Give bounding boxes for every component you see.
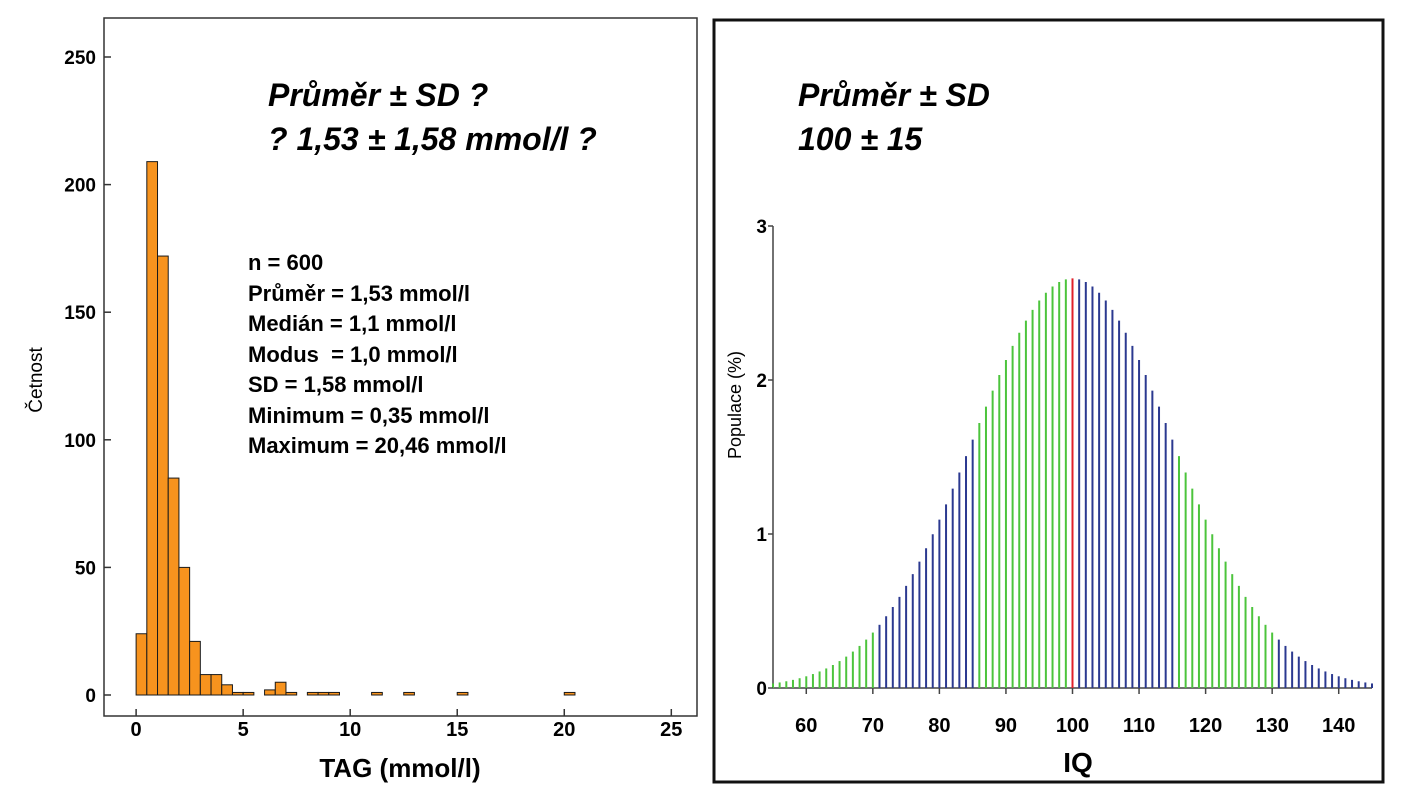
stat-sd: SD = 1,58 mmol/l	[248, 372, 424, 397]
hist-x-tick-label: 5	[238, 719, 249, 741]
iq-x-tick-label: 90	[995, 715, 1017, 737]
iq-y-tick-label: 2	[756, 371, 767, 392]
hist-bar	[403, 691, 415, 696]
hist-bar	[146, 161, 159, 696]
iq-y-tick-label: 3	[756, 217, 767, 238]
hist-bar	[189, 640, 201, 696]
hist-bar	[317, 691, 330, 696]
stat-mean: Průměr = 1,53 mmol/l	[248, 280, 470, 306]
hist-plot-frame	[103, 17, 698, 717]
hist-x-tick-label: 0	[131, 719, 142, 741]
hist-bar	[167, 477, 180, 696]
iq-x-tick-label: 130	[1255, 715, 1288, 737]
hist-bar	[285, 691, 298, 696]
hist-x-axis-label: TAG (mmol/l)	[319, 753, 480, 783]
iq-x-tick-label: 60	[795, 715, 817, 737]
iq-x-tick-label: 110	[1123, 715, 1155, 737]
hist-bar	[199, 674, 212, 696]
hist-bar	[563, 691, 576, 696]
hist-bar	[157, 255, 169, 696]
iq-x-axis-label: IQ	[1063, 747, 1093, 778]
hist-bar	[456, 691, 469, 696]
hist-bar	[328, 691, 340, 696]
iq-title-line2: 100 ± 15	[798, 121, 923, 157]
stat-max: Maximum = 20,46 mmol/l	[248, 433, 507, 458]
hist-bar	[221, 684, 233, 696]
hist-bar	[178, 566, 191, 696]
hist-bar	[264, 689, 276, 696]
hist-x-tick-label: 15	[446, 719, 468, 741]
iq-x-tick-label: 140	[1322, 715, 1355, 737]
hist-bar	[306, 691, 319, 696]
iq-x-tick-label: 120	[1189, 715, 1222, 737]
stat-mode: Modus = 1,0 mmol/l	[248, 341, 458, 367]
hist-stats-box: n = 600 Průměr = 1,53 mmol/l Medián = 1,…	[248, 248, 507, 462]
hist-bar	[242, 691, 255, 696]
hist-y-axis-label: Četnost	[25, 347, 47, 413]
hist-x-tick-label: 10	[339, 719, 361, 741]
iq-title-line1: Průměr ± SD	[798, 77, 990, 113]
iq-x-tick-label: 80	[928, 715, 950, 737]
stat-median: Medián = 1,1 mmol/l	[248, 311, 457, 336]
iq-y-tick-label: 1	[756, 525, 767, 546]
stat-n: n = 600	[248, 250, 324, 275]
hist-bar	[210, 674, 223, 696]
iq-panel-frame	[712, 18, 1385, 784]
hist-y-tick-label: 200	[64, 176, 96, 197]
hist-bar	[135, 633, 148, 696]
hist-bar	[274, 681, 287, 696]
iq-y-axis-label: Populace (%)	[725, 351, 745, 459]
hist-y-tick-label: 0	[85, 686, 96, 707]
iq-y-tick-label: 0	[756, 679, 767, 700]
hist-title-line2: ? 1,53 ± 1,58 mmol/l ?	[268, 121, 597, 157]
hist-x-tick-label: 20	[553, 719, 575, 741]
iq-x-tick-label: 70	[862, 715, 884, 737]
hist-title-line1: Průměr ± SD ?	[268, 77, 489, 113]
hist-x-tick-label: 25	[660, 719, 682, 741]
hist-y-tick-label: 50	[75, 558, 96, 579]
hist-bar	[371, 691, 383, 696]
hist-y-tick-label: 150	[64, 303, 96, 324]
iq-x-tick-label: 100	[1056, 715, 1089, 737]
hist-bar	[231, 691, 244, 696]
stat-min: Minimum = 0,35 mmol/l	[248, 402, 490, 428]
hist-y-tick-label: 250	[64, 48, 96, 69]
hist-y-tick-label: 100	[64, 431, 96, 452]
